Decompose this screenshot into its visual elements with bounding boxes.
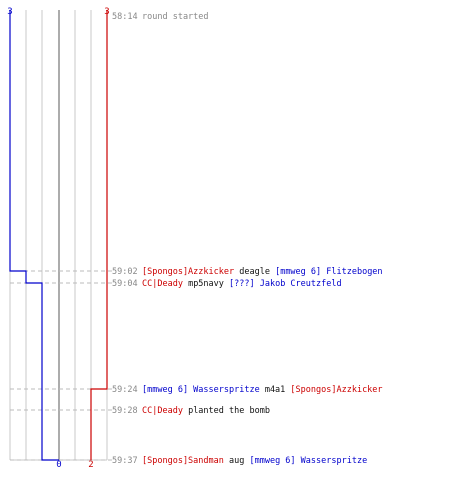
event-time: 59:28 xyxy=(112,406,138,416)
player-name: CC|Deady xyxy=(142,406,183,416)
event-time: 59:02 xyxy=(112,267,138,277)
player-name: [mmweg 6] Flitzebogen xyxy=(275,267,382,277)
player-name: [Spongos]Sandman xyxy=(142,456,224,466)
event-time: 59:04 xyxy=(112,279,138,289)
event-description: [mmweg 6] Wasserspritze m4a1 [Spongos]Az… xyxy=(142,385,383,395)
event-time: 58:14 xyxy=(112,12,138,22)
event-action: deagle xyxy=(234,267,275,277)
event-description: round started xyxy=(142,12,209,22)
player-name: [mmweg 6] Wasserspritze xyxy=(142,385,260,395)
event-description: [Spongos]Sandman aug [mmweg 6] Wasserspr… xyxy=(142,456,367,466)
event-row-kill: 59:37 [Spongos]Sandman aug [mmweg 6] Wass… xyxy=(112,456,367,466)
event-row-info: 58:14 round started xyxy=(112,12,209,22)
event-description: CC|Deady planted the bomb xyxy=(142,406,270,416)
blue-start-count: 3 xyxy=(7,7,12,17)
red-start-count: 3 xyxy=(104,7,109,17)
event-description: [Spongos]Azzkicker deagle [mmweg 6] Flit… xyxy=(142,267,383,277)
event-row-bomb: 59:28 CC|Deady planted the bomb xyxy=(112,406,270,416)
player-grid xyxy=(9,10,108,461)
player-name: CC|Deady xyxy=(142,279,183,289)
event-action: planted the bomb xyxy=(183,406,270,416)
event-row-kill: 59:04 CC|Deady mp5navy [???] Jakob Creutz… xyxy=(112,279,342,289)
player-name: [Spongos]Azzkicker xyxy=(142,267,234,277)
event-time: 59:37 xyxy=(112,456,138,466)
player-name: [Spongos]Azzkicker xyxy=(290,385,382,395)
event-time: 59:24 xyxy=(112,385,138,395)
event-log: 58:14 round started 59:02 [Spongos]Azzkicke… xyxy=(112,12,383,466)
player-name: [mmweg 6] Wasserspritze xyxy=(249,456,367,466)
event-action: mp5navy xyxy=(183,279,229,289)
blue-end-count: 0 xyxy=(56,460,61,470)
player-name: round started xyxy=(142,12,209,22)
event-action: aug xyxy=(224,456,250,466)
event-action: m4a1 xyxy=(260,385,291,395)
event-row-kill: 59:02 [Spongos]Azzkicker deagle [mmweg 6]… xyxy=(112,267,383,277)
blue-team-alive-line xyxy=(9,10,59,461)
player-name: [???] Jakob Creutzfeld xyxy=(229,279,342,289)
red-end-count: 2 xyxy=(88,460,93,470)
event-description: CC|Deady mp5navy [???] Jakob Creutzfeld xyxy=(142,279,342,289)
red-team-alive-line xyxy=(90,10,108,460)
event-row-kill: 59:24 [mmweg 6] Wasserspritze m4a1 [Spong… xyxy=(112,385,383,395)
event-dashes xyxy=(10,270,112,461)
